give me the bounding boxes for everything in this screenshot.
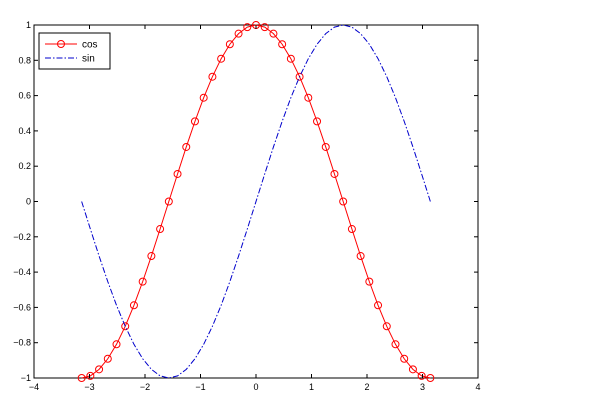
x-tick-label: 0 [253, 382, 258, 392]
data-point-cos [95, 365, 104, 374]
data-point-cos [225, 40, 234, 49]
data-point-cos [295, 72, 304, 81]
y-tick-label: 0.6 [18, 91, 31, 101]
y-tick-label: 0.8 [18, 55, 31, 65]
data-point-cos [86, 371, 95, 380]
x-tick-label: −3 [84, 382, 94, 392]
x-tick-label: −1 [195, 382, 205, 392]
y-tick-label: 0.2 [18, 161, 31, 171]
x-tick-label: 4 [475, 382, 480, 392]
data-point-cos [304, 93, 313, 102]
y-tick-label: 0.4 [18, 126, 31, 136]
data-point-cos [77, 374, 86, 382]
data-point-cos [173, 169, 182, 178]
series-line-sin [81, 24, 431, 379]
data-point-cos [339, 197, 348, 206]
x-tick-label: −4 [29, 382, 39, 392]
data-point-cos [129, 301, 138, 310]
data-point-cos [347, 225, 356, 234]
data-point-cos [382, 322, 391, 331]
y-tick-label: −0.2 [13, 232, 31, 242]
y-tick-label: −0.8 [13, 338, 31, 348]
data-point-cos [313, 117, 322, 126]
data-point-cos [426, 374, 435, 382]
y-tick-label: 0 [26, 197, 31, 207]
data-point-cos [356, 252, 365, 261]
data-point-cos [408, 365, 417, 374]
y-tick-label: 1 [26, 20, 31, 30]
data-point-cos [391, 340, 400, 349]
x-tick-label: 2 [364, 382, 369, 392]
data-point-cos [234, 29, 243, 38]
data-point-cos [269, 29, 278, 38]
data-point-cos [164, 197, 173, 206]
data-point-cos [330, 169, 339, 178]
data-point-cos [112, 340, 121, 349]
data-point-cos [374, 301, 383, 310]
data-point-cos [147, 252, 156, 261]
x-tick-label: −2 [140, 382, 150, 392]
legend-marker-cos [57, 40, 65, 48]
data-point-cos [138, 277, 147, 286]
data-point-cos [278, 40, 287, 49]
data-point-cos [365, 277, 374, 286]
data-point-cos [260, 23, 269, 32]
data-point-cos [190, 117, 199, 126]
data-point-cos [103, 354, 112, 363]
data-point-cos [243, 23, 252, 32]
data-point-cos [208, 72, 217, 81]
y-tick-label: −0.6 [13, 302, 31, 312]
data-point-cos [156, 225, 165, 234]
ticks-layer: −4 −3 −2 −1 0 1 2 3 4 −1 −0.8 −0.6 −0.4 −0.2 0 0.2 0.4 0.… [13, 20, 480, 392]
x-tick-label: 3 [420, 382, 425, 392]
data-point-cos [199, 93, 208, 102]
legend-box [38, 32, 111, 70]
data-point-cos [400, 354, 409, 363]
y-tick-label: −0.4 [13, 267, 31, 277]
data-point-cos [286, 54, 295, 63]
x-tick-label: 1 [309, 382, 314, 392]
data-point-cos [121, 322, 130, 331]
y-tick-label: −1 [21, 373, 31, 383]
data-point-cos [321, 142, 330, 151]
legend-label-sin: sin [82, 54, 95, 65]
legend-label-cos: cos [82, 40, 98, 51]
data-point-cos [182, 142, 191, 151]
legend: cos sin [38, 32, 111, 70]
data-point-cos [217, 54, 226, 63]
data-point-cos [417, 371, 426, 380]
